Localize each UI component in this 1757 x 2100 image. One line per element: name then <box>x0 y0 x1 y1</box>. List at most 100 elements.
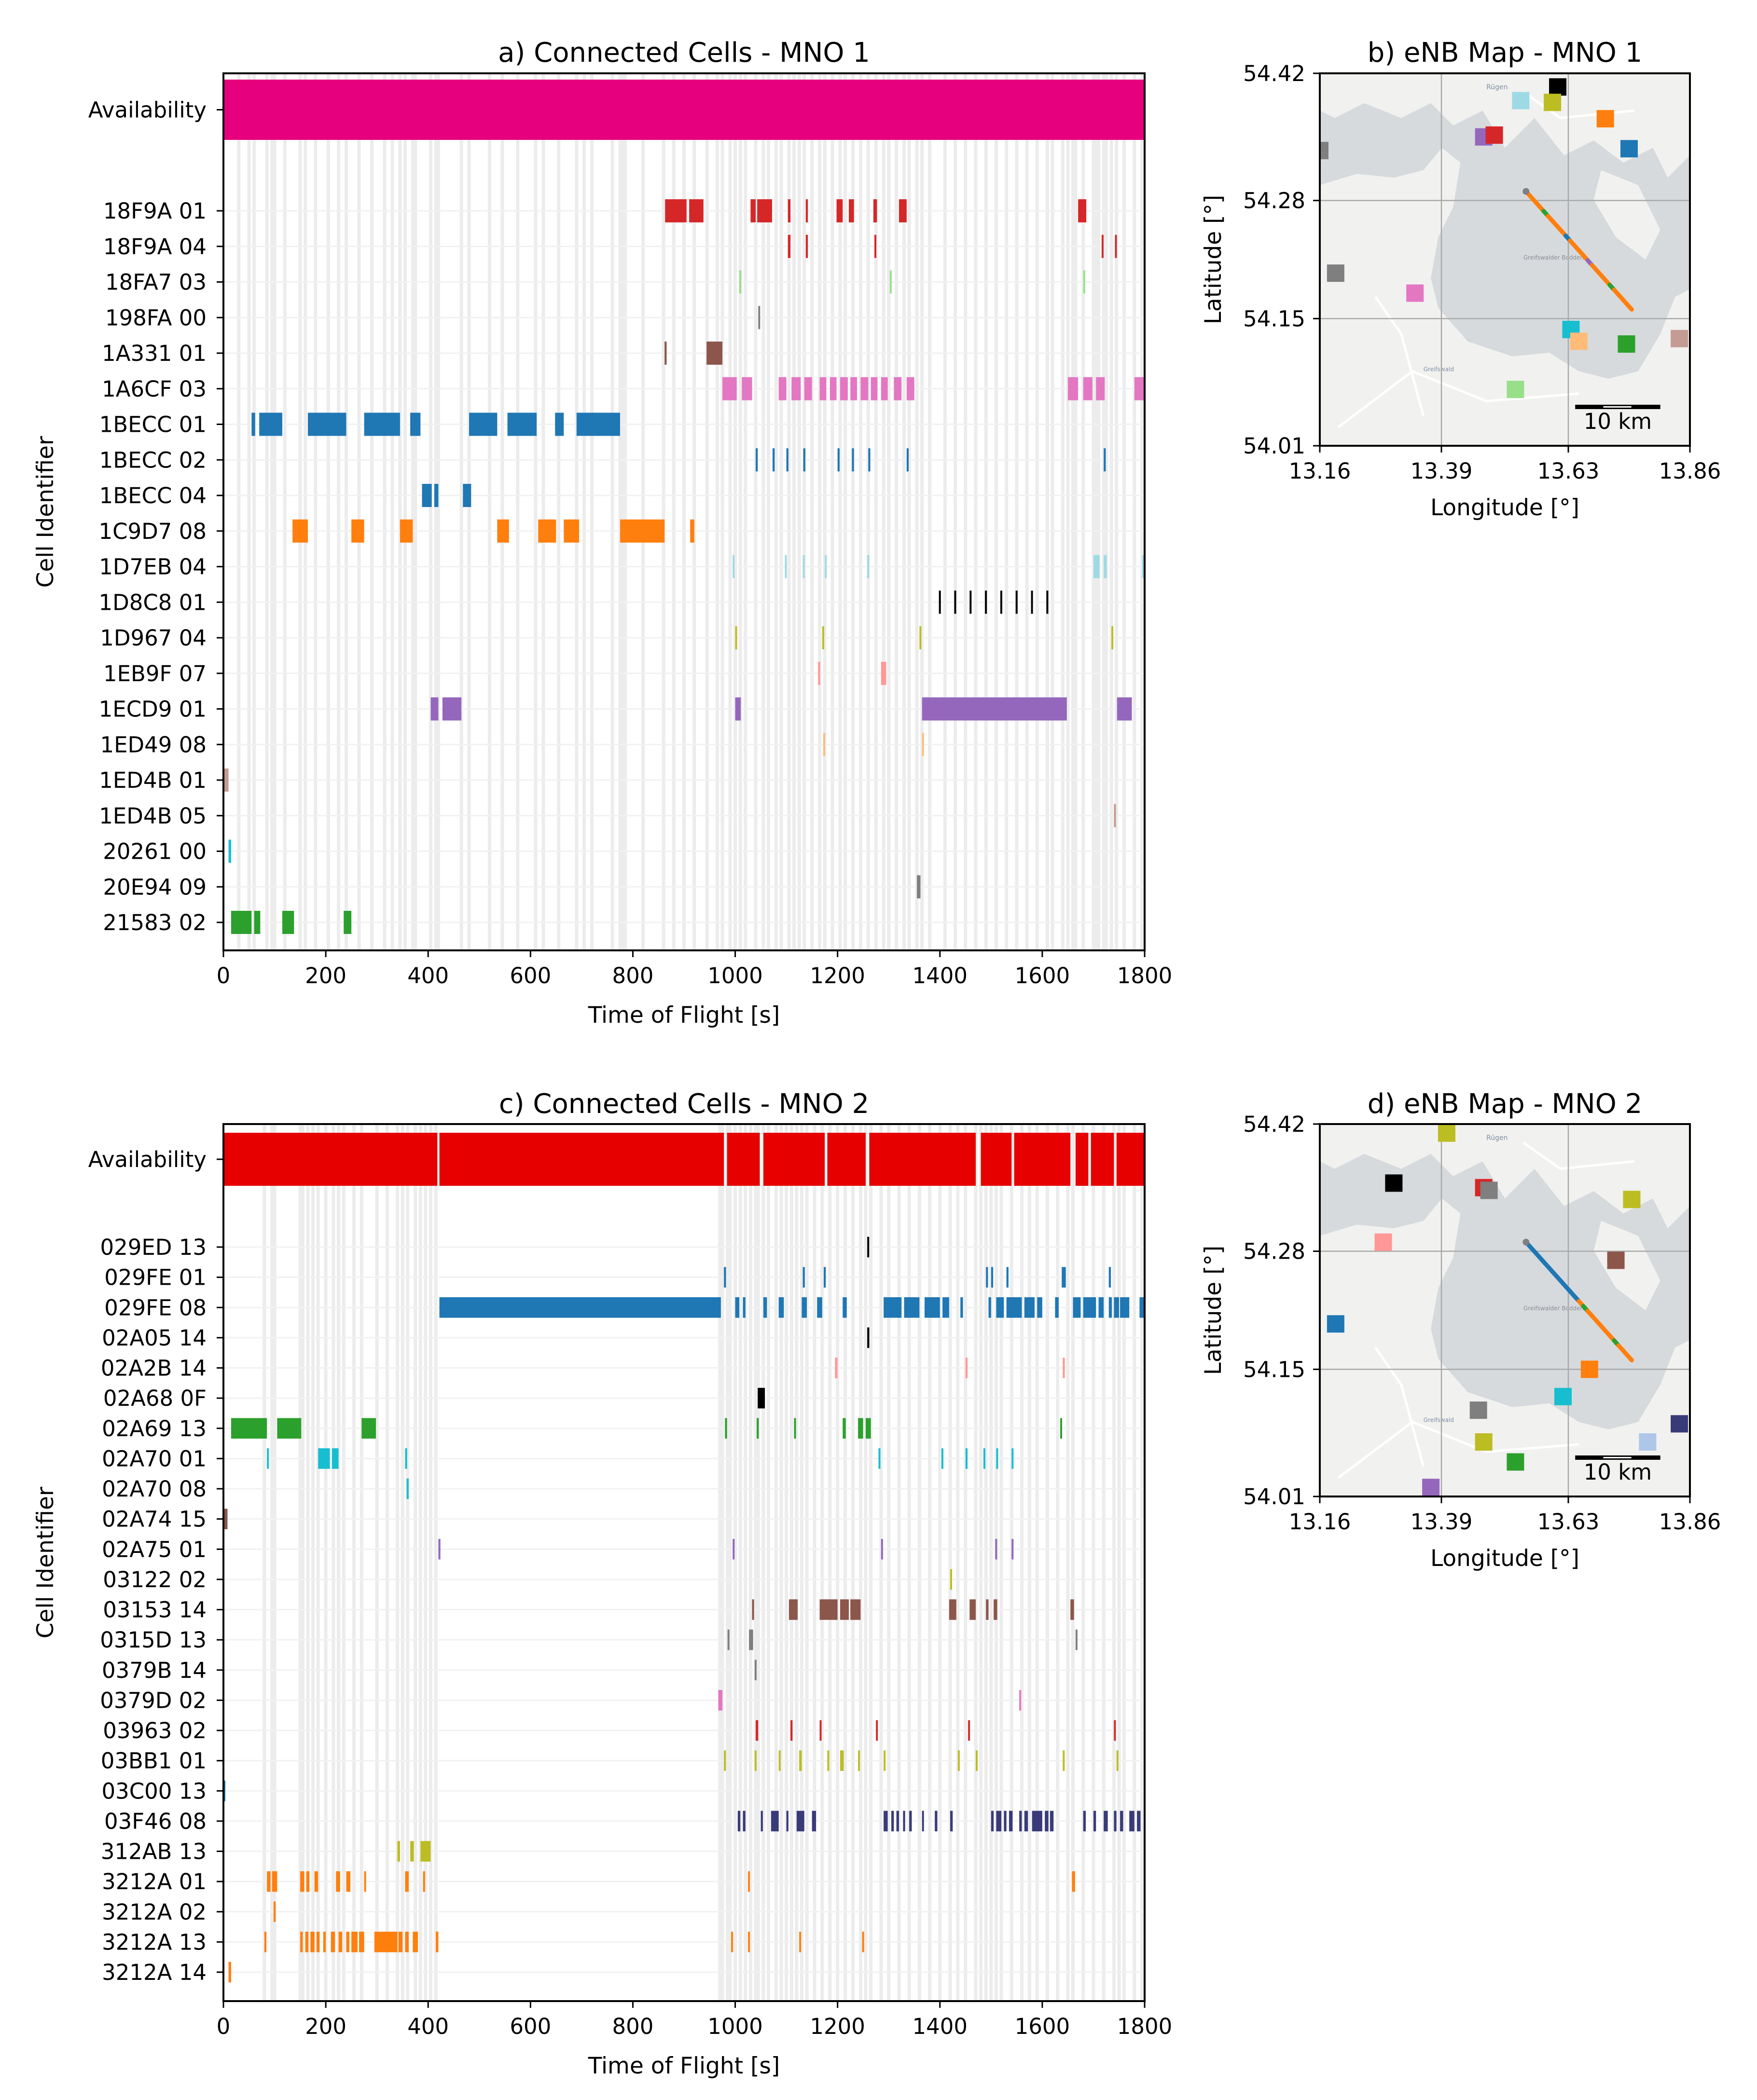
cell-segment <box>994 1599 997 1620</box>
y-tick-label: 03963 02 <box>103 1718 207 1743</box>
flight-path <box>1522 1238 1634 1363</box>
cell-segment <box>778 377 787 400</box>
series-1becc-04: 1BECC 04 <box>99 483 471 508</box>
cell-segment <box>950 1569 952 1590</box>
y-tick-label: 1D8C8 01 <box>98 590 207 615</box>
cell-segment <box>690 519 694 543</box>
y-tick-label: 3212A 13 <box>102 1929 207 1955</box>
flight-path-segment <box>1625 302 1634 312</box>
plot-frame <box>222 1123 1146 2002</box>
cell-segment <box>364 1871 366 1892</box>
cell-segment <box>825 555 827 578</box>
cell-segment <box>823 733 825 756</box>
series-18fa7-03: 18FA7 03 <box>105 270 1085 295</box>
cell-segment <box>1011 1538 1014 1560</box>
x-tick-label: 600 <box>510 963 551 988</box>
cell-segment <box>986 1599 989 1620</box>
y-tick-label: 1BECC 01 <box>99 412 207 438</box>
y-axis-label: Latitude [°] <box>1200 1246 1227 1375</box>
cell-segment <box>1031 590 1033 614</box>
basemap: Rügen Greifswalder Bodden Greifswald <box>1320 1124 1690 1496</box>
enb-marker <box>1580 1360 1598 1378</box>
y-tick-label: 0379D 02 <box>100 1688 207 1713</box>
cell-segment <box>763 1297 767 1318</box>
x-tick-label: 400 <box>407 963 449 988</box>
cell-segment <box>840 1599 849 1620</box>
x-tick-label: 800 <box>612 2014 653 2039</box>
road-line <box>1374 1346 1425 1467</box>
cell-segment <box>1037 1297 1042 1318</box>
cell-segment <box>830 377 837 400</box>
cell-segment <box>405 1932 409 1952</box>
x-tick-label: 13.16 <box>1289 1509 1351 1535</box>
cell-segment <box>1009 1811 1013 1832</box>
cell-segment <box>876 1720 878 1741</box>
cell-segment <box>1114 1297 1119 1318</box>
cell-segment <box>752 1599 754 1620</box>
cell-segment <box>438 1538 441 1560</box>
cell-segment <box>819 1720 822 1741</box>
cell-segment <box>620 519 665 543</box>
cell-segment <box>332 1448 339 1469</box>
availability-segment <box>1075 1133 1089 1186</box>
y-tick-label: 18F9A 04 <box>103 234 207 260</box>
panel-c-connected-cells-mno2: Availability 029ED 13 029FE 01 029FE 08 02A0… <box>32 1088 1172 2079</box>
cell-segment <box>314 1871 318 1892</box>
cell-segment <box>778 1297 784 1318</box>
cell-segment <box>995 1538 997 1560</box>
plot-frame <box>222 72 1146 951</box>
enb-markers <box>1320 78 1688 398</box>
cell-segment <box>422 484 432 507</box>
cell-segment <box>991 1267 994 1288</box>
cell-segment <box>794 1418 796 1439</box>
cell-segment <box>754 1660 757 1681</box>
series-03bb1-01: 03BB1 01 <box>101 1748 1119 1774</box>
cell-segment <box>1083 1297 1096 1318</box>
y-tick-label: 54.01 <box>1243 1484 1305 1510</box>
cell-segment <box>909 1811 912 1832</box>
panel-title: d) eNB Map - MNO 2 <box>1368 1088 1642 1120</box>
enb-marker <box>1671 329 1688 347</box>
x-tick-label: 1800 <box>1117 963 1173 988</box>
y-tick-label: 03C00 13 <box>101 1778 207 1804</box>
cell-segment <box>758 1387 765 1409</box>
enb-marker <box>1639 1433 1657 1451</box>
cell-segment <box>881 377 888 400</box>
cell-segment <box>1067 377 1079 400</box>
series-02a05-14: 02A05 14 <box>102 1325 870 1351</box>
cell-segment <box>976 1750 978 1771</box>
enb-marker <box>1544 94 1562 111</box>
series-03c00-13: 03C00 13 <box>101 1778 225 1804</box>
cell-segment <box>754 1750 757 1771</box>
cell-segment <box>555 412 564 436</box>
cell-segment <box>1015 590 1018 614</box>
cell-segment <box>950 1811 953 1832</box>
road-line <box>1337 370 1579 428</box>
cell-segment <box>748 1932 750 1952</box>
cell-segment <box>735 697 741 721</box>
scale-bar: 10 km <box>1575 1455 1660 1485</box>
cell-segment <box>359 1932 364 1952</box>
cell-segment <box>802 555 805 578</box>
scale-bar-inner <box>1603 406 1632 408</box>
cell-segment <box>939 590 941 614</box>
series-3212a-13: 3212A 13 <box>102 1929 864 1955</box>
cell-segment <box>884 1750 886 1771</box>
cell-segment <box>922 697 1067 721</box>
cell-segment <box>317 1932 320 1952</box>
cell-segment <box>1139 1297 1145 1318</box>
y-tick-label: 1EB9F 07 <box>103 661 207 686</box>
x-tick-label: 1600 <box>1015 2014 1070 2039</box>
map-grid <box>1320 73 1690 446</box>
series-0379b-14: 0379B 14 <box>102 1658 757 1683</box>
cell-segment <box>463 484 471 507</box>
peninsula-area <box>1593 1221 1660 1310</box>
cell-segment <box>442 697 462 721</box>
cell-segment <box>996 1811 1002 1832</box>
cell-segment <box>731 1932 733 1952</box>
cell-segment <box>739 270 742 294</box>
availability-segment <box>223 1133 438 1186</box>
cell-segment <box>894 377 902 400</box>
cell-segment <box>307 412 346 436</box>
